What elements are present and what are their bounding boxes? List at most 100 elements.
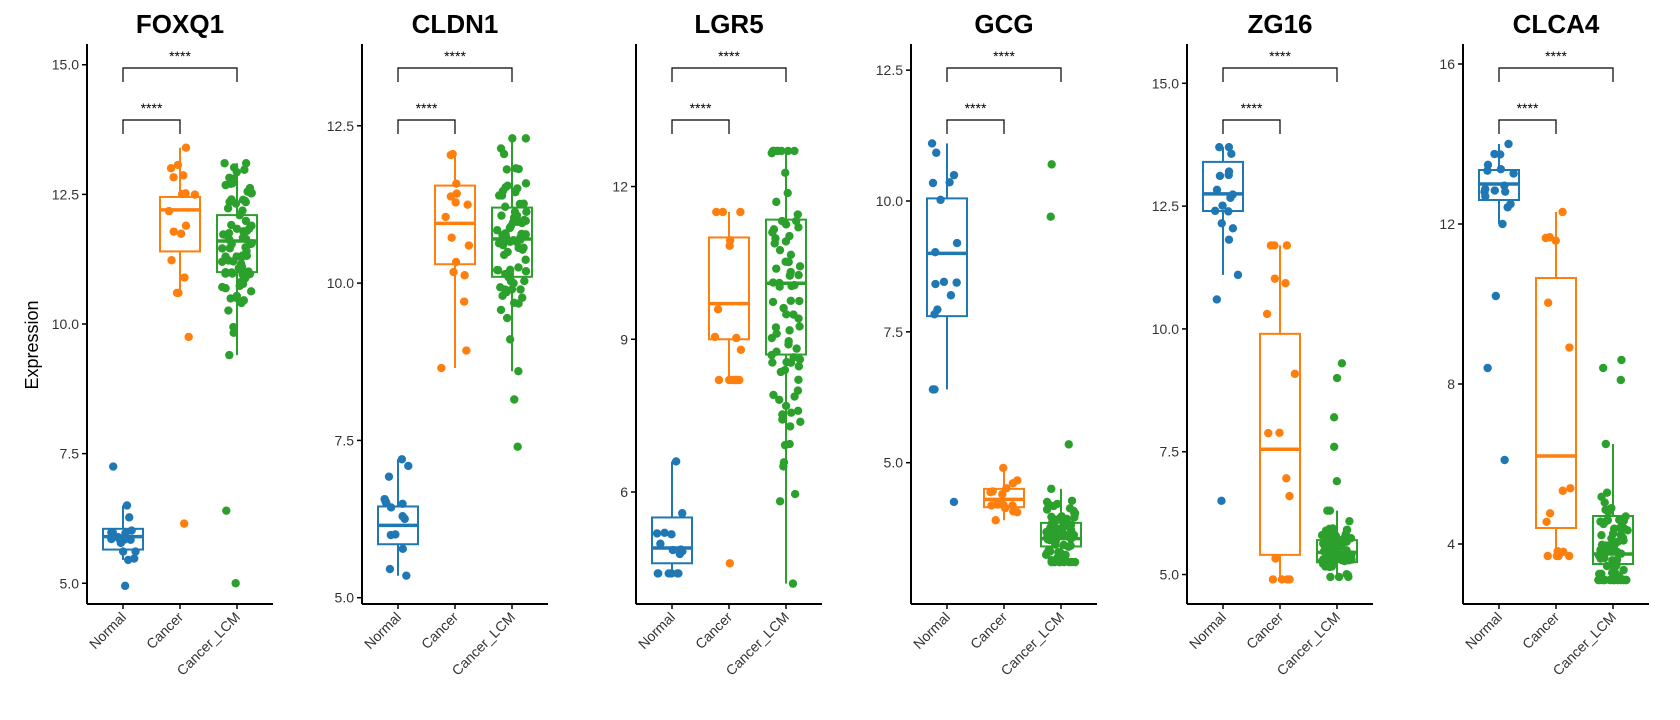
- data-point: [122, 501, 132, 510]
- data-point: [446, 150, 455, 160]
- data-point: [225, 350, 234, 360]
- data-point: [998, 490, 1007, 499]
- panels: FOXQ1 5.0 7.5 10.0 12.5 15.0 Normal Cancer Cance…: [52, 9, 1649, 678]
- significance-label: ****: [718, 48, 740, 64]
- data-point: [505, 335, 515, 344]
- data-point: [127, 526, 136, 535]
- y-tick-label: 12.5: [327, 118, 354, 134]
- data-point: [384, 472, 394, 481]
- data-point: [731, 375, 740, 385]
- data-point: [668, 545, 678, 555]
- data-point: [246, 287, 256, 296]
- data-point: [513, 184, 522, 193]
- data-point: [492, 226, 502, 235]
- data-point: [522, 207, 531, 217]
- data-point: [1481, 192, 1490, 201]
- data-point-outlier: [1598, 363, 1608, 373]
- data-point: [452, 179, 461, 188]
- data-point: [1224, 167, 1234, 176]
- x-tick-label: Cancer: [692, 609, 735, 652]
- panel-title: CLDN1: [412, 9, 499, 39]
- data-point: [502, 165, 512, 174]
- data-point-outlier: [1500, 455, 1509, 465]
- data-point: [521, 255, 530, 264]
- data-point: [1281, 278, 1290, 288]
- data-point: [775, 282, 784, 291]
- data-point: [238, 279, 248, 289]
- data-point: [459, 297, 469, 306]
- data-point: [507, 285, 517, 294]
- data-point: [1070, 557, 1080, 567]
- data-point-outlier: [1329, 442, 1339, 452]
- data-point: [237, 252, 247, 262]
- data-point: [1045, 546, 1054, 555]
- significance-label: ****: [169, 48, 191, 64]
- data-point: [777, 146, 786, 156]
- data-point: [1345, 553, 1355, 562]
- data-point: [1608, 546, 1617, 556]
- data-point: [1227, 149, 1236, 159]
- data-point: [1056, 548, 1065, 558]
- y-tick-label: 10.0: [1152, 321, 1179, 337]
- box: [1535, 277, 1577, 529]
- significance-label: ****: [690, 100, 712, 116]
- data-point: [512, 214, 521, 223]
- data-point-outlier: [725, 559, 735, 568]
- data-point: [519, 199, 528, 208]
- data-point: [1054, 532, 1063, 541]
- data-point: [240, 165, 249, 174]
- data-point: [521, 134, 531, 143]
- data-point: [1042, 497, 1052, 507]
- data-point: [1043, 535, 1053, 544]
- data-point: [180, 273, 189, 282]
- y-tick-label: 5.0: [335, 590, 355, 606]
- data-point: [945, 178, 954, 187]
- data-point: [714, 375, 724, 385]
- data-point: [794, 270, 803, 280]
- data-point: [1070, 509, 1080, 518]
- data-point: [712, 207, 721, 217]
- data-point: [167, 256, 176, 265]
- data-point: [520, 276, 529, 286]
- y-tick-label: 16: [1439, 56, 1455, 72]
- data-point: [952, 238, 962, 248]
- data-point: [169, 227, 178, 236]
- data-point: [496, 144, 506, 153]
- data-point: [769, 390, 778, 400]
- data-point: [174, 288, 183, 298]
- data-point: [660, 528, 669, 538]
- data-point: [1558, 486, 1567, 495]
- data-point-outlier: [120, 581, 130, 591]
- data-point: [1264, 428, 1273, 438]
- data-point: [771, 323, 781, 332]
- data-point: [1059, 540, 1068, 550]
- data-point: [1621, 512, 1630, 521]
- data-point: [1500, 181, 1509, 190]
- data-point: [1545, 509, 1555, 518]
- box: [926, 197, 968, 318]
- data-point: [786, 296, 796, 305]
- data-point: [1542, 517, 1551, 526]
- data-point: [1215, 171, 1225, 181]
- data-point: [1271, 554, 1280, 563]
- data-point: [449, 267, 458, 277]
- data-point: [779, 303, 788, 313]
- data-point: [1490, 149, 1499, 159]
- data-point: [775, 395, 784, 405]
- data-point: [1270, 241, 1279, 250]
- panel-title: ZG16: [1247, 9, 1312, 39]
- data-point: [521, 216, 530, 226]
- x-tick-label: Cancer: [1519, 609, 1562, 652]
- data-point: [217, 244, 227, 253]
- data-point: [437, 363, 446, 373]
- data-point: [1277, 575, 1287, 584]
- x-tick-label: Cancer: [1243, 609, 1286, 652]
- panel-title: CLCA4: [1513, 9, 1600, 39]
- data-point: [678, 547, 687, 556]
- data-point: [224, 228, 234, 238]
- data-point: [1602, 561, 1612, 571]
- data-point: [496, 305, 506, 315]
- data-point: [932, 148, 941, 157]
